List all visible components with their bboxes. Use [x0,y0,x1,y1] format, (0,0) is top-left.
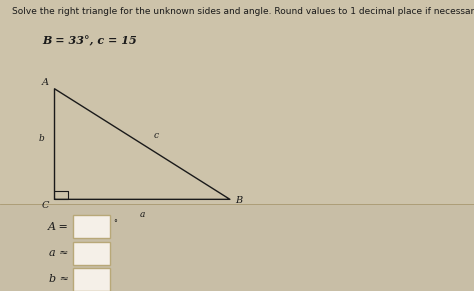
FancyBboxPatch shape [73,242,110,265]
Text: Solve the right triangle for the unknown sides and angle. Round values to 1 deci: Solve the right triangle for the unknown… [12,7,474,16]
FancyBboxPatch shape [73,215,110,239]
Bar [0,204,474,291]
Text: A: A [42,78,49,87]
FancyBboxPatch shape [73,268,110,291]
Text: C: C [41,201,49,210]
Text: b ≈: b ≈ [49,274,69,284]
Text: a ≈: a ≈ [49,248,69,258]
Text: a: a [139,210,145,219]
Text: b: b [38,134,44,143]
Text: B: B [236,196,243,205]
Text: B = 33°, c = 15: B = 33°, c = 15 [43,35,137,46]
Text: c: c [154,131,159,140]
Text: °: ° [113,219,117,228]
Text: A =: A = [48,222,69,232]
